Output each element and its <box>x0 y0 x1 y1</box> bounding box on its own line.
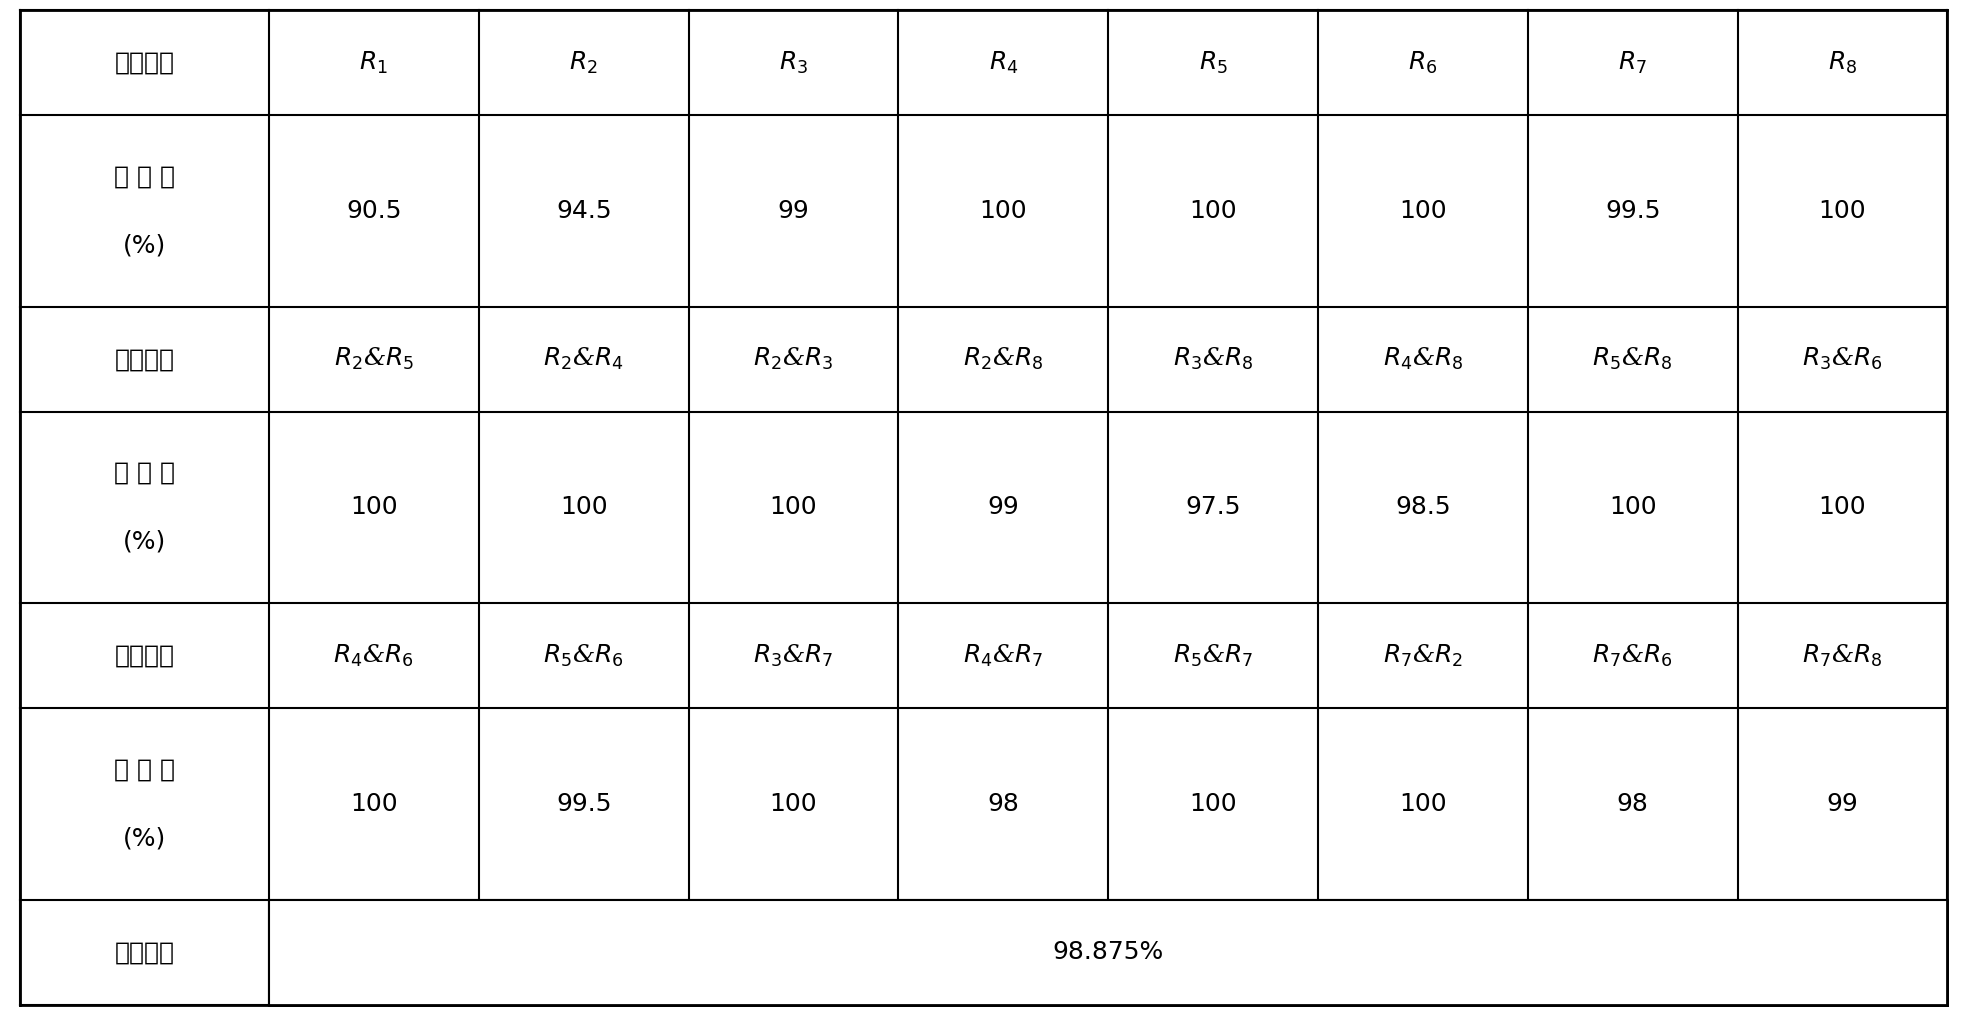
Text: 99.5: 99.5 <box>1605 199 1660 223</box>
Text: 90.5: 90.5 <box>346 199 401 223</box>
Text: 99.5: 99.5 <box>557 792 612 816</box>
Text: 99: 99 <box>987 495 1019 520</box>
Text: 99: 99 <box>777 199 808 223</box>
Text: 100: 100 <box>980 199 1027 223</box>
Text: 98.5: 98.5 <box>1395 495 1452 520</box>
Text: $R_7$&$R_8$: $R_7$&$R_8$ <box>1802 642 1882 669</box>
Text: $R_3$&$R_8$: $R_3$&$R_8$ <box>1172 346 1253 373</box>
Text: (%): (%) <box>122 826 165 851</box>
Text: 100: 100 <box>350 495 397 520</box>
Text: $R_4$&$R_7$: $R_4$&$R_7$ <box>964 642 1044 669</box>
Text: $R_1$: $R_1$ <box>360 50 387 76</box>
Text: $R_5$&$R_6$: $R_5$&$R_6$ <box>543 642 624 669</box>
Text: 98: 98 <box>987 792 1019 816</box>
Text: $R_4$&$R_6$: $R_4$&$R_6$ <box>334 642 415 669</box>
Text: 98: 98 <box>1617 792 1648 816</box>
Text: 100: 100 <box>1190 792 1237 816</box>
Text: $R_2$&$R_5$: $R_2$&$R_5$ <box>334 346 415 373</box>
Text: $R_3$&$R_6$: $R_3$&$R_6$ <box>1802 346 1882 373</box>
Text: 100: 100 <box>1399 199 1446 223</box>
Text: $R_2$&$R_8$: $R_2$&$R_8$ <box>964 346 1044 373</box>
Text: 100: 100 <box>1190 199 1237 223</box>
Text: $R_5$&$R_7$: $R_5$&$R_7$ <box>1172 642 1253 669</box>
Text: (%): (%) <box>122 233 165 258</box>
Text: (%): (%) <box>122 530 165 554</box>
Text: 100: 100 <box>561 495 608 520</box>
Text: 100: 100 <box>1609 495 1656 520</box>
Text: 扰动类型: 扰动类型 <box>114 347 175 371</box>
Text: 97.5: 97.5 <box>1186 495 1241 520</box>
Text: $R_6$: $R_6$ <box>1408 50 1438 76</box>
Text: $R_7$: $R_7$ <box>1619 50 1646 76</box>
Text: $R_5$: $R_5$ <box>1198 50 1227 76</box>
Text: $R_2$&$R_4$: $R_2$&$R_4$ <box>543 346 624 373</box>
Text: 94.5: 94.5 <box>557 199 612 223</box>
Text: 准 确 率: 准 确 率 <box>114 461 175 485</box>
Text: $R_3$: $R_3$ <box>779 50 808 76</box>
Text: $R_4$: $R_4$ <box>989 50 1019 76</box>
Text: 99: 99 <box>1827 792 1859 816</box>
Text: $R_8$: $R_8$ <box>1827 50 1857 76</box>
Text: 100: 100 <box>1399 792 1446 816</box>
Text: 总准确率: 总准确率 <box>114 940 175 964</box>
Bar <box>269 900 1947 1005</box>
Text: $R_7$&$R_2$: $R_7$&$R_2$ <box>1383 642 1463 669</box>
Text: 扰动类型: 扰动类型 <box>114 51 175 75</box>
Text: 100: 100 <box>769 495 818 520</box>
Text: $R_5$&$R_8$: $R_5$&$R_8$ <box>1593 346 1674 373</box>
Text: 100: 100 <box>350 792 397 816</box>
Text: 准 确 率: 准 确 率 <box>114 757 175 782</box>
Text: 100: 100 <box>769 792 818 816</box>
Text: 100: 100 <box>1819 495 1867 520</box>
Text: $R_3$&$R_7$: $R_3$&$R_7$ <box>753 642 834 669</box>
Text: 扰动类型: 扰动类型 <box>114 644 175 668</box>
Text: 准 确 率: 准 确 率 <box>114 164 175 189</box>
Text: 98.875%: 98.875% <box>1052 940 1164 964</box>
Text: $R_2$: $R_2$ <box>568 50 598 76</box>
Text: 100: 100 <box>1819 199 1867 223</box>
Text: $R_4$&$R_8$: $R_4$&$R_8$ <box>1383 346 1463 373</box>
Text: $R_7$&$R_6$: $R_7$&$R_6$ <box>1591 642 1674 669</box>
Text: $R_2$&$R_3$: $R_2$&$R_3$ <box>753 346 834 373</box>
